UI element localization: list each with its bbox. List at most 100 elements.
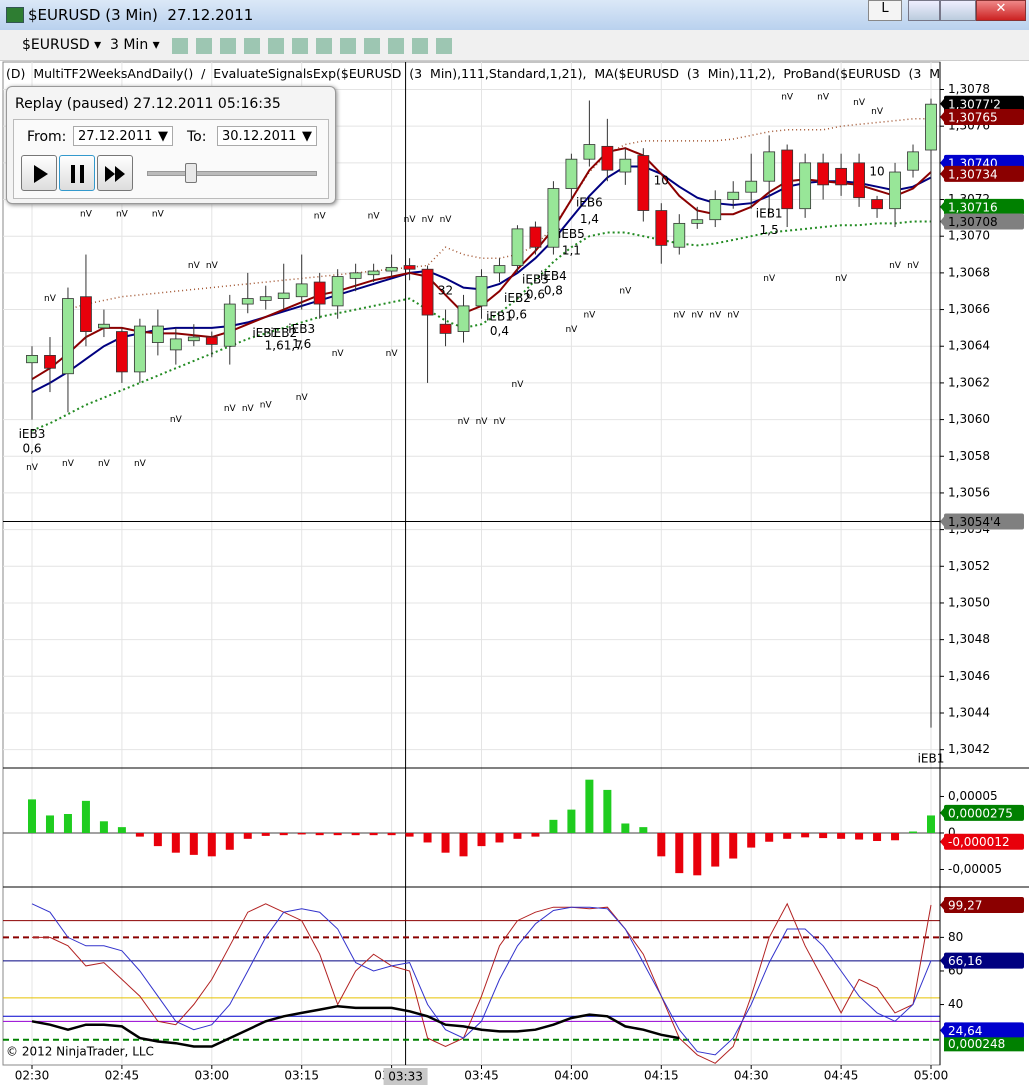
price-label-pointer	[940, 97, 945, 110]
price-label-pointer	[940, 111, 945, 124]
minimize-button[interactable]	[908, 0, 940, 21]
price-label-box	[944, 833, 1024, 850]
from-date[interactable]: 27.12.2011 ▼	[73, 126, 173, 146]
annotation: nV	[835, 274, 848, 284]
x-tick-label: 04:15	[644, 1069, 679, 1083]
annotation: nV	[691, 311, 704, 321]
instrument-select[interactable]: $EURUSD ▾	[22, 37, 102, 53]
annotation: nV	[368, 212, 381, 222]
candle-body	[925, 103, 937, 151]
annotation: 1,4	[580, 212, 599, 226]
candle-body	[62, 298, 74, 375]
candle-body	[475, 276, 488, 307]
from-label: From:	[27, 129, 67, 145]
oscillator-line	[31, 1004, 680, 1048]
annotation: nV	[565, 325, 578, 335]
x-tick-label: 04:45	[824, 1069, 859, 1083]
annotation: iEB5	[558, 227, 585, 241]
annotation: nV	[907, 261, 920, 271]
histogram-bar	[477, 832, 486, 847]
histogram-bar	[333, 832, 342, 836]
histogram-bar	[189, 832, 198, 855]
maximize-button[interactable]	[940, 0, 976, 21]
x-tick-label: 04:00	[554, 1069, 589, 1083]
histogram-bar	[135, 832, 144, 837]
oscillator-line	[32, 902, 932, 1064]
annotation: nV	[44, 294, 57, 304]
indicator-line: (D) MultiTF2WeeksAndDaily() / EvaluateSi…	[6, 66, 940, 81]
y-tick-label: 80	[948, 930, 963, 944]
candle-body	[655, 210, 668, 246]
annotation: iEB1	[918, 751, 945, 765]
pause-button[interactable]	[59, 155, 95, 191]
speed-slider[interactable]	[147, 171, 317, 176]
to-label: To:	[187, 129, 207, 145]
price-label-box	[944, 513, 1024, 530]
time-cursor-box	[383, 1068, 428, 1085]
annotation: nV	[188, 261, 201, 271]
play-button[interactable]	[21, 155, 57, 191]
l-button[interactable]: L	[868, 0, 902, 21]
candle-body	[223, 303, 236, 347]
price-label-text: 1,30765	[948, 111, 998, 125]
price-label: 66,16	[940, 952, 1024, 969]
candle-body	[781, 149, 794, 210]
toolbar-icons	[172, 38, 452, 54]
price-label-text: 1,30716	[948, 200, 998, 214]
candle-body	[349, 272, 362, 279]
histogram-bar	[585, 779, 594, 833]
candle-body	[529, 226, 542, 248]
histogram-bar	[45, 815, 54, 833]
candle-body	[727, 191, 740, 200]
candle-body	[277, 292, 290, 299]
histogram-bar	[225, 832, 234, 850]
candle-body	[385, 266, 398, 272]
candle-body	[98, 323, 110, 329]
histogram-bar	[441, 832, 450, 853]
price-label-box	[944, 897, 1024, 914]
candle-body	[673, 222, 686, 248]
price-label-text: 1,3077'2	[948, 97, 1001, 111]
y-tick-label: 1,3046	[948, 669, 990, 683]
price-label-text: 24,64	[948, 1024, 982, 1038]
price-label-text: -0,000012	[948, 835, 1010, 849]
to-date[interactable]: 30.12.2011 ▼	[217, 126, 317, 146]
close-button[interactable]: ✕	[976, 0, 1026, 21]
x-tick-label: 05:00	[914, 1069, 949, 1083]
histogram-bar	[405, 832, 414, 837]
annotation: 1,5	[760, 223, 779, 237]
annotation: 0,6	[526, 287, 545, 301]
annotation: nV	[673, 311, 686, 321]
histogram-bar	[909, 831, 918, 833]
price-label-box	[944, 198, 1024, 215]
fast-forward-button[interactable]	[97, 155, 133, 191]
histogram-bar	[28, 799, 36, 833]
annotation: nV	[781, 92, 794, 102]
candle-body	[511, 228, 524, 266]
price-label-box	[944, 804, 1024, 821]
y-tick-label: 1,3044	[948, 705, 990, 719]
histogram-bar	[603, 789, 612, 833]
candle-body	[259, 296, 272, 301]
x-tick-label: 02:30	[15, 1069, 50, 1083]
slider-thumb[interactable]	[185, 163, 197, 183]
annotation: nV	[152, 210, 165, 220]
y-tick-label: 1,3060	[948, 412, 990, 426]
annotation: nV	[296, 393, 309, 403]
price-label: 99,27	[940, 897, 1024, 914]
histogram-bar	[81, 800, 90, 833]
crosshair-label: 1,3054'4	[940, 513, 1024, 530]
histogram-bar	[675, 832, 684, 874]
y-tick-label: -0,00005	[948, 862, 1002, 876]
candle-body	[187, 336, 200, 342]
candle-body	[853, 162, 865, 199]
price-label-text: 0,000248	[948, 1037, 1005, 1051]
annotation: nV	[224, 404, 237, 414]
annotation: iEB3	[522, 273, 549, 287]
price-label-text: 1,3054'4	[948, 515, 1001, 529]
interval-select[interactable]: 3 Min ▾	[110, 37, 160, 53]
price-label-pointer	[940, 515, 945, 528]
histogram-bar	[837, 832, 846, 839]
histogram-bar	[531, 832, 540, 837]
histogram-bar	[243, 832, 252, 839]
